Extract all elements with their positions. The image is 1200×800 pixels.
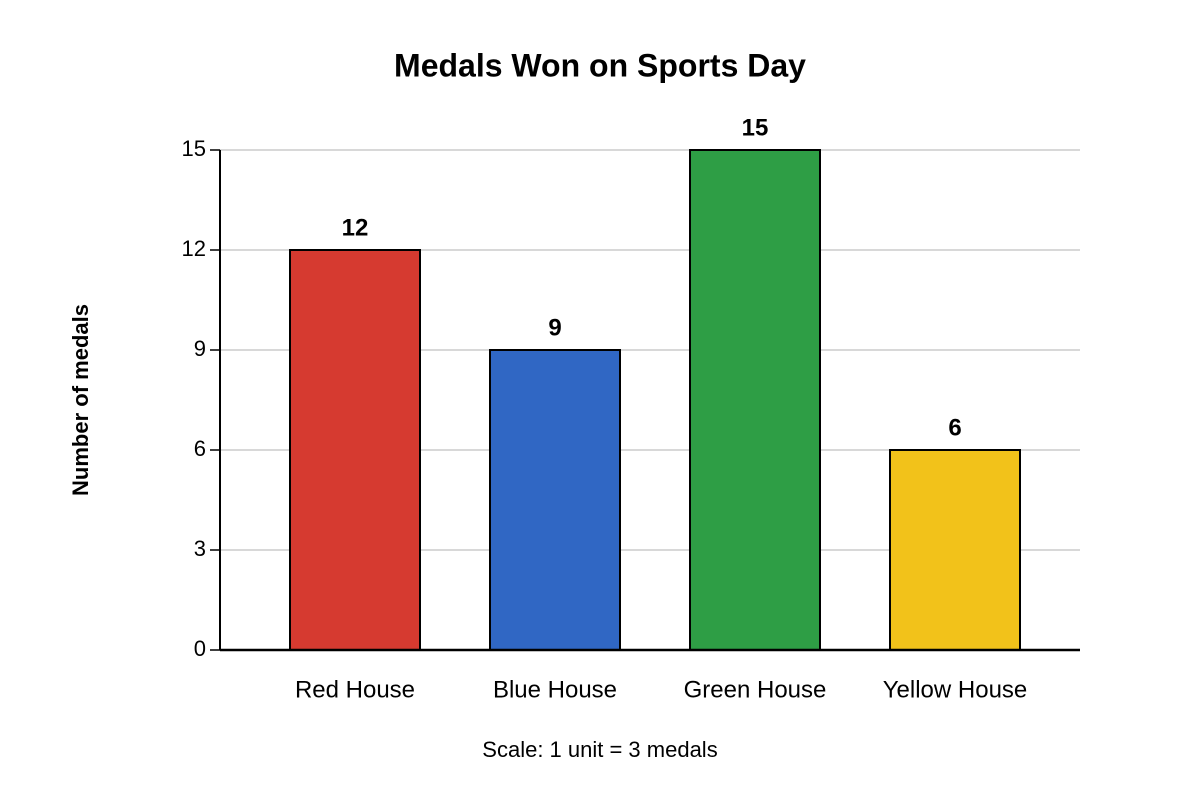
chart-title: Medals Won on Sports Day — [394, 47, 806, 83]
y-tick-label: 9 — [194, 336, 206, 361]
value-label: 6 — [948, 414, 961, 441]
y-tick-label: 6 — [194, 436, 206, 461]
value-label: 12 — [342, 214, 369, 241]
y-tick-label: 15 — [182, 136, 206, 161]
x-tick-label: Blue House — [493, 676, 617, 703]
y-tick-label: 12 — [182, 236, 206, 261]
bar — [489, 349, 621, 651]
x-tick-label: Green House — [684, 676, 827, 703]
bar — [289, 249, 421, 651]
bar — [689, 149, 821, 651]
y-tick-label: 0 — [194, 636, 206, 661]
scale-note: Scale: 1 unit = 3 medals — [482, 737, 717, 762]
y-axis-label: Number of medals — [68, 304, 93, 496]
value-label: 15 — [742, 114, 769, 141]
x-tick-label: Yellow House — [883, 676, 1028, 703]
y-tick-label: 3 — [194, 536, 206, 561]
bar — [889, 449, 1021, 651]
value-label: 9 — [548, 314, 561, 341]
x-tick-label: Red House — [295, 676, 415, 703]
